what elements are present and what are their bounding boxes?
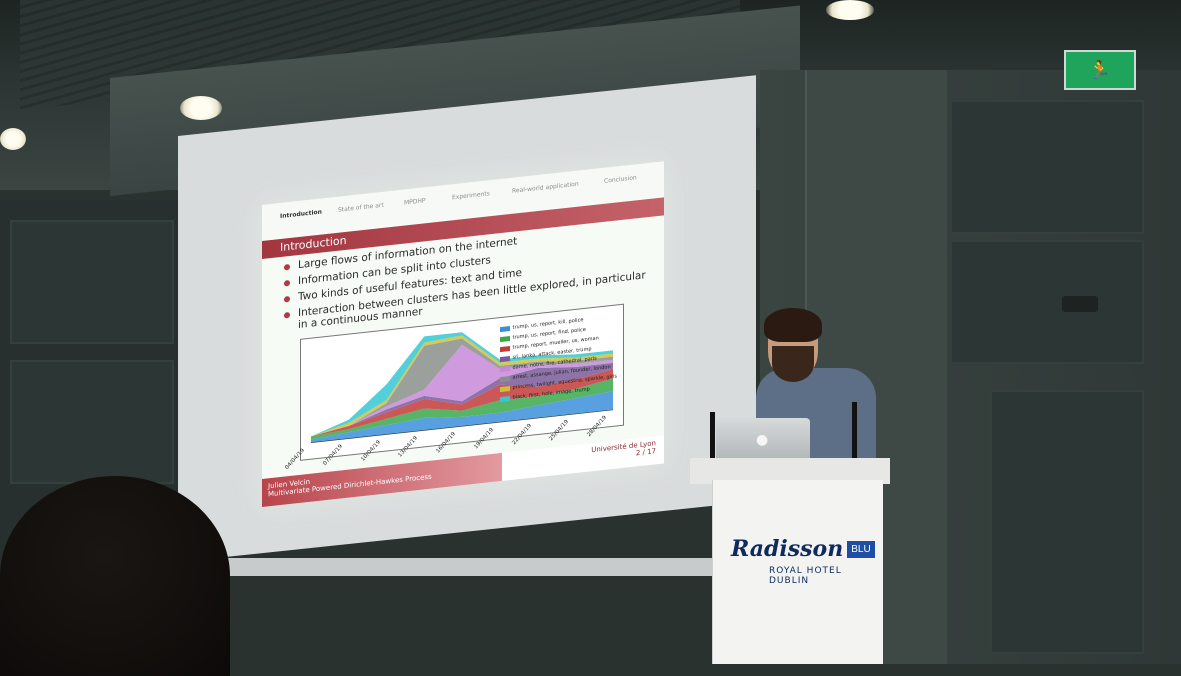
nav-introduction[interactable]: Introduction bbox=[280, 208, 322, 221]
chart-legend: trump, us, report, kill, police trump, us… bbox=[499, 311, 617, 404]
area-series-0 bbox=[311, 391, 613, 443]
exit-sign: 🏃 bbox=[1064, 50, 1136, 90]
wall-panel bbox=[10, 360, 174, 484]
screen-bottom-bar bbox=[228, 558, 728, 576]
area-series-1 bbox=[311, 378, 613, 440]
apple-logo-icon: ● bbox=[756, 432, 769, 448]
ceiling-light bbox=[180, 96, 222, 120]
legend-swatch bbox=[499, 365, 510, 372]
wall-socket bbox=[1062, 296, 1098, 312]
speaker-hair bbox=[764, 308, 822, 342]
podium-microphone bbox=[852, 402, 857, 462]
podium-microphone bbox=[710, 412, 715, 464]
area-series-7 bbox=[311, 332, 613, 437]
legend-swatch bbox=[499, 355, 510, 362]
topic-area-chart: trump, us, report, kill, police trump, us… bbox=[284, 303, 624, 471]
speaker-beard bbox=[772, 346, 814, 382]
podium: Radisson BLU ROYAL HOTEL DUBLIN bbox=[712, 480, 883, 664]
area-series-5 bbox=[311, 338, 613, 437]
nav-real-world-application[interactable]: Real-world application bbox=[512, 180, 579, 195]
audience-head bbox=[0, 476, 230, 676]
laptop: ● bbox=[716, 418, 810, 464]
chart-plot bbox=[311, 332, 613, 443]
legend-swatch bbox=[499, 375, 510, 382]
wall-panel bbox=[950, 100, 1144, 234]
podium-brand: Radisson bbox=[731, 536, 844, 562]
x-axis bbox=[311, 409, 613, 443]
running-man-icon: 🏃 bbox=[1088, 59, 1112, 81]
area-series-6 bbox=[311, 335, 613, 437]
area-series-2 bbox=[311, 369, 613, 437]
wall-panel bbox=[990, 390, 1144, 654]
area-series-4 bbox=[311, 344, 613, 437]
nav-mpdhp[interactable]: MPDHP bbox=[404, 197, 426, 207]
wall-panel bbox=[10, 220, 174, 344]
podium-logo: Radisson BLU bbox=[731, 536, 875, 562]
podium-hotel-name: ROYAL HOTEL DUBLIN bbox=[769, 566, 842, 586]
podium-brand-badge: BLU bbox=[847, 540, 875, 558]
legend-swatch bbox=[499, 325, 510, 332]
ceiling-light bbox=[0, 128, 26, 150]
legend-swatch bbox=[499, 385, 510, 392]
slide: Introduction State of the art MPDHP Expe… bbox=[262, 161, 664, 507]
area-series-3 bbox=[311, 362, 613, 437]
nav-experiments[interactable]: Experiments bbox=[452, 190, 490, 202]
wall-panel bbox=[950, 240, 1144, 364]
nav-conclusion[interactable]: Conclusion bbox=[604, 174, 637, 185]
legend-swatch bbox=[499, 395, 510, 402]
legend-swatch bbox=[499, 335, 510, 342]
ceiling-light bbox=[826, 0, 874, 20]
legend-swatch bbox=[499, 345, 510, 352]
podium-top bbox=[690, 458, 890, 484]
nav-state-of-the-art[interactable]: State of the art bbox=[338, 201, 384, 214]
